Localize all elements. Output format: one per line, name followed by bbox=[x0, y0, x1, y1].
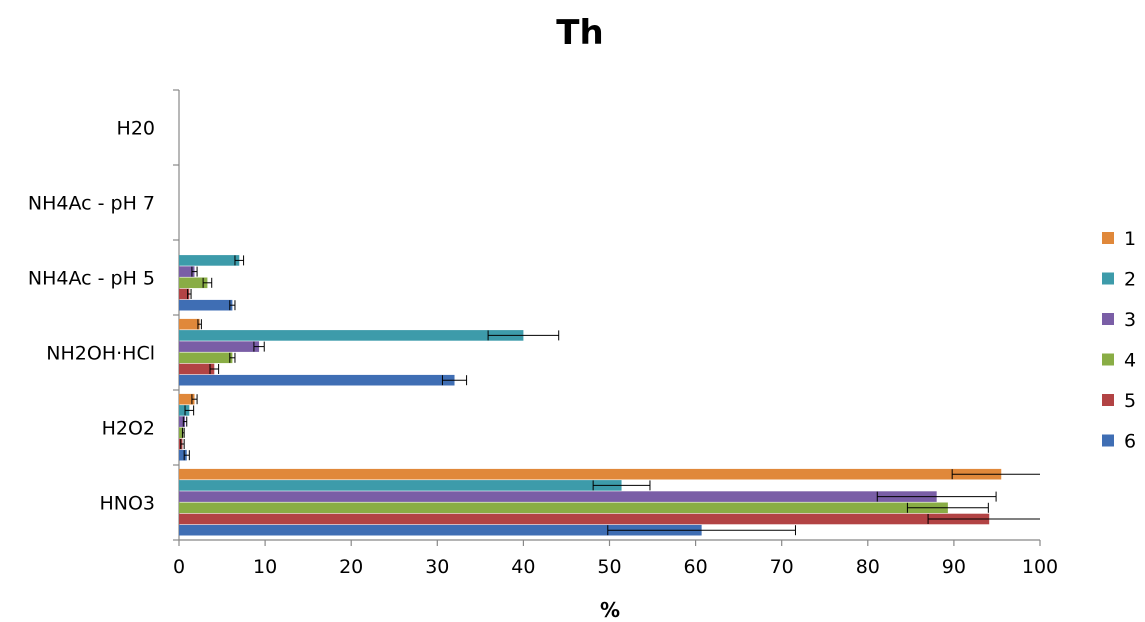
y-category-label: NH4Ac - pH 7 bbox=[28, 193, 155, 215]
error-bars bbox=[180, 255, 1040, 536]
bar bbox=[179, 524, 702, 536]
error-bar bbox=[229, 352, 236, 363]
error-bar bbox=[927, 514, 1040, 524]
error-bar bbox=[951, 469, 1040, 480]
bar bbox=[179, 513, 990, 525]
bar bbox=[179, 374, 455, 386]
x-tick-label: 70 bbox=[770, 556, 794, 578]
x-tick-label: 80 bbox=[856, 556, 880, 578]
error-bar bbox=[183, 450, 190, 461]
error-bar bbox=[441, 375, 468, 386]
axes bbox=[173, 89, 1041, 546]
bar bbox=[179, 416, 186, 427]
error-bar bbox=[234, 255, 245, 266]
legend-label: 3 bbox=[1124, 309, 1136, 331]
x-tick-label: 10 bbox=[253, 556, 277, 578]
x-tick-label: 20 bbox=[339, 556, 363, 578]
bars bbox=[179, 255, 1002, 536]
legend-label: 2 bbox=[1124, 269, 1136, 291]
legend-swatch bbox=[1102, 394, 1114, 406]
error-bar bbox=[906, 502, 989, 513]
legend-swatch bbox=[1102, 272, 1114, 285]
legend-swatch bbox=[1102, 434, 1114, 447]
chart-title: Th bbox=[556, 13, 603, 53]
bar bbox=[179, 468, 1002, 480]
labels: 0 10 20 30 40 50 60 70 80 90 100 H20 NH4Ac - pH 7 NH4… bbox=[28, 118, 1058, 579]
bar bbox=[179, 318, 200, 330]
error-bar bbox=[209, 364, 220, 374]
y-category-label: NH2OH·HCl bbox=[46, 343, 155, 365]
legend-swatch bbox=[1102, 313, 1114, 325]
bar bbox=[179, 449, 187, 461]
x-tick-label: 30 bbox=[425, 556, 449, 578]
error-bar bbox=[487, 330, 560, 341]
error-bar bbox=[202, 277, 213, 288]
legend-label: 6 bbox=[1124, 431, 1136, 453]
bar bbox=[179, 502, 948, 514]
error-bar bbox=[181, 427, 185, 438]
x-axis-title: % bbox=[600, 598, 620, 622]
bar bbox=[179, 427, 184, 439]
bar bbox=[179, 266, 195, 277]
error-bar bbox=[253, 341, 265, 352]
error-bar bbox=[187, 289, 192, 299]
legend-label: 5 bbox=[1124, 390, 1136, 412]
bar bbox=[179, 341, 260, 352]
error-bar bbox=[191, 266, 198, 277]
legend: 1 2 3 4 5 6 bbox=[1102, 228, 1136, 453]
bar bbox=[179, 363, 215, 375]
error-bar bbox=[592, 480, 651, 491]
bar bbox=[179, 352, 233, 364]
error-bar bbox=[191, 394, 198, 405]
legend-swatch bbox=[1102, 232, 1114, 244]
bar bbox=[179, 299, 233, 311]
bar bbox=[179, 277, 208, 289]
legend-label: 1 bbox=[1124, 228, 1136, 250]
x-tick-label: 60 bbox=[684, 556, 708, 578]
bar bbox=[179, 480, 622, 491]
y-category-label: H2O2 bbox=[102, 418, 155, 440]
error-bar bbox=[229, 300, 236, 311]
error-bar bbox=[607, 525, 796, 536]
bar bbox=[179, 330, 524, 341]
error-bar bbox=[180, 439, 185, 449]
x-tick-label: 100 bbox=[1022, 556, 1058, 578]
y-category-label: HNO3 bbox=[99, 493, 155, 515]
x-tick-label: 90 bbox=[942, 556, 966, 578]
x-tick-label: 0 bbox=[173, 556, 185, 578]
bar bbox=[179, 288, 190, 300]
x-tick-label: 40 bbox=[511, 556, 535, 578]
y-category-label: NH4Ac - pH 5 bbox=[28, 268, 155, 290]
legend-swatch bbox=[1102, 353, 1114, 366]
error-bar bbox=[197, 319, 202, 330]
y-category-label: H20 bbox=[117, 118, 155, 140]
bar bbox=[179, 255, 240, 266]
error-bar bbox=[182, 416, 188, 427]
bar bbox=[179, 405, 190, 416]
x-tick-label: 50 bbox=[597, 556, 621, 578]
bar bbox=[179, 491, 937, 502]
error-bar bbox=[876, 491, 997, 502]
bar bbox=[179, 393, 195, 405]
error-bar bbox=[184, 405, 195, 416]
legend-label: 4 bbox=[1124, 350, 1136, 372]
